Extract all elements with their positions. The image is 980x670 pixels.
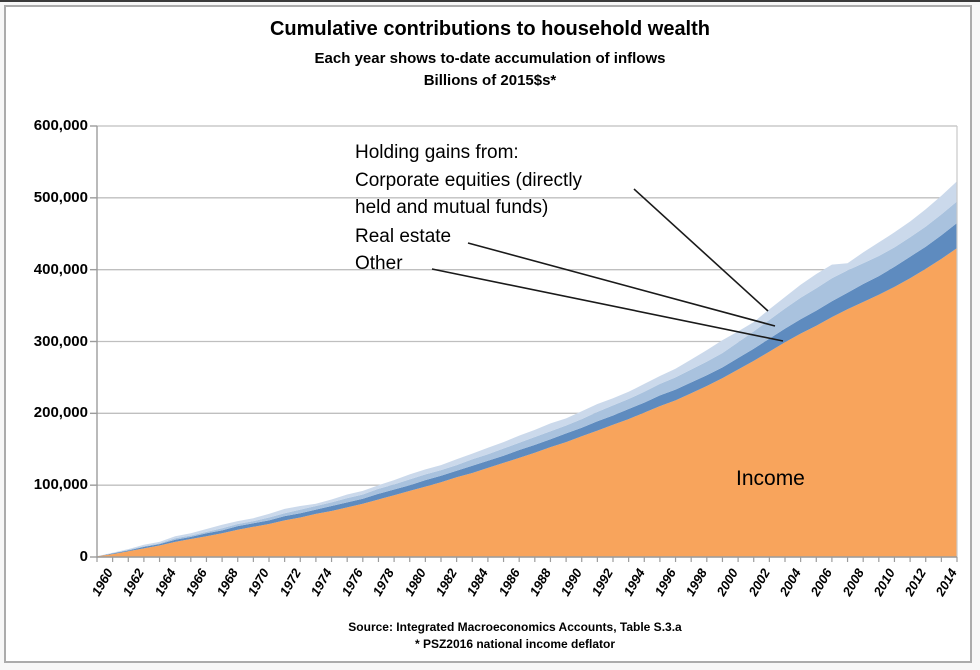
income-series-label: Income [736, 467, 805, 490]
deflator-note: * PSZ2016 national income deflator [414, 637, 616, 651]
annotation-real-estate: Real estate [355, 226, 452, 247]
y-axis-tick-label: 500,000 [33, 188, 88, 206]
area-income [97, 248, 957, 557]
annotation-corporate-equities-line1: Corporate equities (directly [355, 170, 583, 191]
chart-units-subtitle: Billions of 2015$s* [423, 72, 557, 89]
y-axis-tick-label: 400,000 [33, 260, 88, 278]
y-axis-tick-label: 100,000 [33, 476, 88, 494]
annotation-corporate-equities-line2: held and mutual funds) [355, 197, 549, 218]
window-top-edge [0, 0, 980, 2]
chart-subtitle: Each year shows to-date accumulation of … [314, 50, 666, 67]
annotation-holding-gains-heading: Holding gains from: [355, 142, 519, 163]
y-axis-tick-label: 300,000 [33, 332, 88, 350]
chart-title: Cumulative contributions to household we… [269, 18, 710, 40]
annotation-leader-line [633, 188, 769, 312]
y-axis-tick-label: 200,000 [33, 404, 88, 422]
annotation-leader-line [467, 242, 776, 327]
annotation-other: Other [355, 253, 403, 274]
annotation-leader-line [431, 268, 784, 342]
y-axis-tick-label: 600,000 [33, 117, 88, 134]
source-note: Source: Integrated Macroeconomics Accoun… [348, 620, 682, 634]
y-axis-tick-label: 0 [79, 548, 88, 565]
